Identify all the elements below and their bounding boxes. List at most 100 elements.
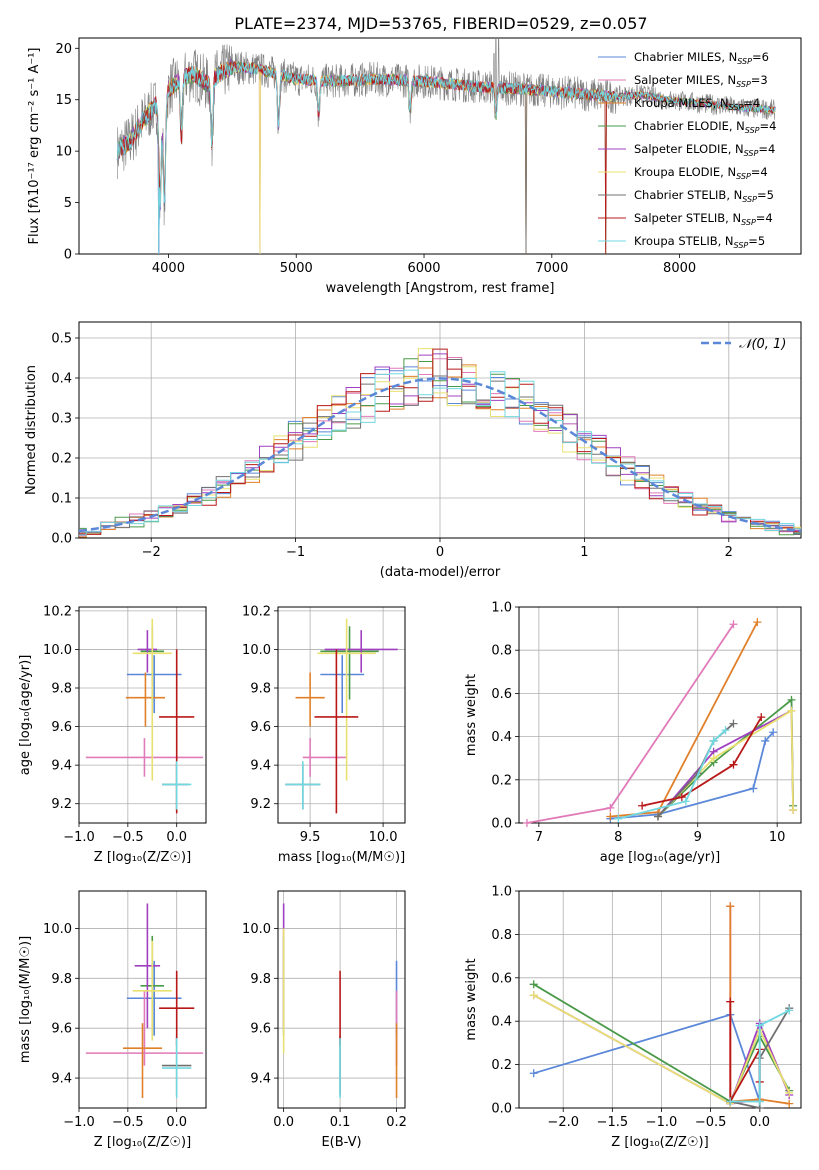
age-vs-Z-point-kroupa-elodie xyxy=(132,618,172,781)
mass-vs-Z-xtick-label: −0.5 xyxy=(112,1115,144,1130)
mass-vs-ebv-ytick-label: 9.8 xyxy=(250,972,271,987)
residuals-ytick-label: 0.5 xyxy=(51,332,72,347)
weight-vs-age-marker-salpeter-stelib xyxy=(757,713,766,722)
weight-vs-age-plot-area xyxy=(519,606,801,824)
weight-vs-Z-ytick-label: 1.0 xyxy=(491,885,512,900)
weight-vs-Z-frame xyxy=(518,890,802,1109)
spectrum-ylabel: Flux [fλ10⁻¹⁷ erg cm⁻² s⁻¹ A⁻¹] xyxy=(27,48,42,245)
spectrum-lines xyxy=(116,38,776,254)
residuals-ylabel: Normed distribution xyxy=(24,365,39,495)
weight-vs-Z-xtick-label: −1.5 xyxy=(597,1115,629,1130)
mass-vs-Z-ytick-label: 9.6 xyxy=(51,1022,72,1037)
age-vs-mass-errorbars xyxy=(285,618,398,814)
mass-vs-Z-xtick-label: −1.0 xyxy=(63,1115,95,1130)
spectrum-xtick-label: 4000 xyxy=(152,261,185,276)
spectrum-ytick-label: 10 xyxy=(55,145,72,160)
age-vs-Z-axes: −1.0 −0.5 0.0 9.2 9.4 9.6 9.8 10.0 10.2 Z [log₁₀(… xyxy=(18,604,207,865)
residuals-xtick-label: −2 xyxy=(142,545,161,560)
weight-vs-Z-ytick-label: 0.2 xyxy=(491,1058,512,1073)
weight-vs-age-marker-salpeter-miles xyxy=(606,803,615,812)
mass-vs-ebv-xtick-label: 0.2 xyxy=(386,1115,407,1130)
weight-vs-age-ytick-label: 0.6 xyxy=(491,687,512,702)
weight-vs-age-marker-kroupa-stelib xyxy=(721,726,730,735)
weight-vs-age-marker-kroupa-stelib xyxy=(709,736,718,745)
age-vs-mass-point-salpeter-stelib xyxy=(314,649,359,814)
mass-vs-ebv-xlabel: E(B-V) xyxy=(321,1135,361,1150)
age-vs-Z-ytick-label: 10.2 xyxy=(43,604,72,619)
weight-vs-Z-xtick-label: −1.0 xyxy=(646,1115,678,1130)
legend-label-chabrier-miles: Chabrier MILES, NSSP=6 xyxy=(634,50,769,66)
weight-vs-Z-ylabel: mass weight xyxy=(464,958,479,1040)
weight-vs-Z-series-kroupa-stelib xyxy=(730,1009,790,1103)
weight-vs-age-marker-chabrier-miles xyxy=(749,784,758,793)
residuals-ytick-label: 0.4 xyxy=(51,372,72,387)
mass-vs-ebv-axes: 0.0 0.1 0.2 9.4 9.6 9.8 10.0 E(B-V) xyxy=(242,890,407,1150)
age-vs-Z-xtick-label: −1.0 xyxy=(63,830,95,845)
age-vs-Z-point-chabrier-miles xyxy=(126,655,182,714)
weight-vs-Z-marker-chabrier-elodie xyxy=(529,980,538,989)
weight-vs-Z-plot-area xyxy=(519,890,801,1109)
weight-vs-Z-marker-chabrier-miles xyxy=(529,1069,538,1078)
age-vs-mass-point-kroupa-miles xyxy=(295,672,325,727)
weight-vs-age-xtick-label: 7 xyxy=(535,830,543,845)
weight-vs-Z-marker-kroupa-elodie xyxy=(785,1088,794,1097)
figure-title: PLATE=2374, MJD=53765, FIBERID=0529, z=0… xyxy=(234,14,647,33)
weight-vs-Z-xlabel: Z [log₁₀(Z/Z☉)] xyxy=(611,1135,708,1150)
mass-vs-Z-point-salpeter-elodie xyxy=(134,903,161,1029)
mass-vs-Z-point-salpeter-stelib xyxy=(159,970,195,1046)
spectrum-xtick-label: 6000 xyxy=(407,261,440,276)
weight-vs-age-marker-chabrier-miles xyxy=(769,728,778,737)
spectrum-ytick-label: 15 xyxy=(55,93,72,108)
weight-vs-age-marker-kroupa-elodie xyxy=(787,706,796,715)
weight-vs-Z-ytick-label: 0.6 xyxy=(491,971,512,986)
mass-vs-Z-errorbars xyxy=(85,903,204,1099)
age-vs-Z-ytick-label: 9.6 xyxy=(51,720,72,735)
age-vs-Z-errorbars xyxy=(85,618,204,814)
residuals-ytick-label: 0.0 xyxy=(51,532,72,547)
weight-vs-age-ytick-label: 0.2 xyxy=(491,773,512,788)
legend-label-salpeter-elodie: Salpeter ELODIE, NSSP=4 xyxy=(634,142,775,158)
spectrum-axes: 4000 5000 6000 7000 8000 0 5 10 15 20 wavelength [… xyxy=(27,37,802,296)
residuals-ytick-label: 0.2 xyxy=(51,452,72,467)
legend-label-kroupa-stelib: Kroupa STELIB, NSSP=5 xyxy=(634,234,765,250)
weight-vs-age-marker-kroupa-miles xyxy=(753,618,762,627)
weight-vs-age-marker-kroupa-elodie xyxy=(789,806,798,815)
age-vs-Z-frame xyxy=(78,606,207,824)
mass-vs-Z-point-kroupa-stelib xyxy=(162,1038,192,1099)
weight-vs-age-xtick-label: 8 xyxy=(614,830,622,845)
age-vs-Z-ylabel: age [log₁₀(age/yr)] xyxy=(18,655,33,776)
residuals-xtick-label: 1 xyxy=(580,545,588,560)
weight-vs-Z-xtick-label: −0.5 xyxy=(695,1115,727,1130)
residuals-ytick-label: 0.1 xyxy=(51,492,72,507)
weight-vs-age-series-chabrier-elodie xyxy=(657,698,794,818)
spectrum-xtick-label: 5000 xyxy=(280,261,313,276)
mass-vs-Z-ytick-label: 9.4 xyxy=(51,1072,72,1087)
weight-vs-age-xlabel: age [log₁₀(age/yr)] xyxy=(600,850,721,865)
mass-vs-ebv-frame xyxy=(277,890,406,1109)
weight-vs-Z-marker-kroupa-stelib xyxy=(755,1021,764,1030)
spectrum-xtick-label: 7000 xyxy=(535,261,568,276)
spectrum-xtick-label: 8000 xyxy=(663,261,696,276)
weight-vs-age-lines xyxy=(522,618,798,827)
weight-vs-Z-ytick-label: 0.8 xyxy=(491,928,512,943)
age-vs-Z-xlabel: Z [log₁₀(Z/Z☉)] xyxy=(94,850,191,865)
normal-curve xyxy=(79,377,801,533)
age-vs-mass-point-kroupa-stelib xyxy=(285,761,321,810)
age-vs-Z-point-kroupa-miles xyxy=(125,672,165,727)
histogram-salpeter-stelib xyxy=(79,348,801,535)
age-vs-mass-ytick-label: 9.4 xyxy=(250,759,271,774)
mass-vs-Z-frame xyxy=(78,890,207,1109)
mass-vs-Z-ytick-label: 10.0 xyxy=(43,922,72,937)
weight-vs-age-xtick-label: 9 xyxy=(694,830,702,845)
mass-vs-ebv-plot-area xyxy=(278,891,405,1108)
age-vs-Z-point-salpeter-elodie xyxy=(137,630,158,673)
weight-vs-age-marker-kroupa-elodie xyxy=(709,754,718,763)
weight-vs-age-marker-kroupa-stelib xyxy=(614,814,623,823)
weight-vs-age-marker-chabrier-miles xyxy=(761,736,770,745)
mass-vs-Z-xlabel: Z [log₁₀(Z/Z☉)] xyxy=(94,1135,191,1150)
weight-vs-age-series-salpeter-stelib xyxy=(641,716,763,807)
weight-vs-age-series-chabrier-miles xyxy=(610,731,774,820)
residuals-axes: −2 −1 0 1 2 0.0 0.1 0.2 0.3 0.4 0.5 (data-model)/er… xyxy=(24,321,802,580)
weight-vs-age-frame xyxy=(518,606,802,824)
